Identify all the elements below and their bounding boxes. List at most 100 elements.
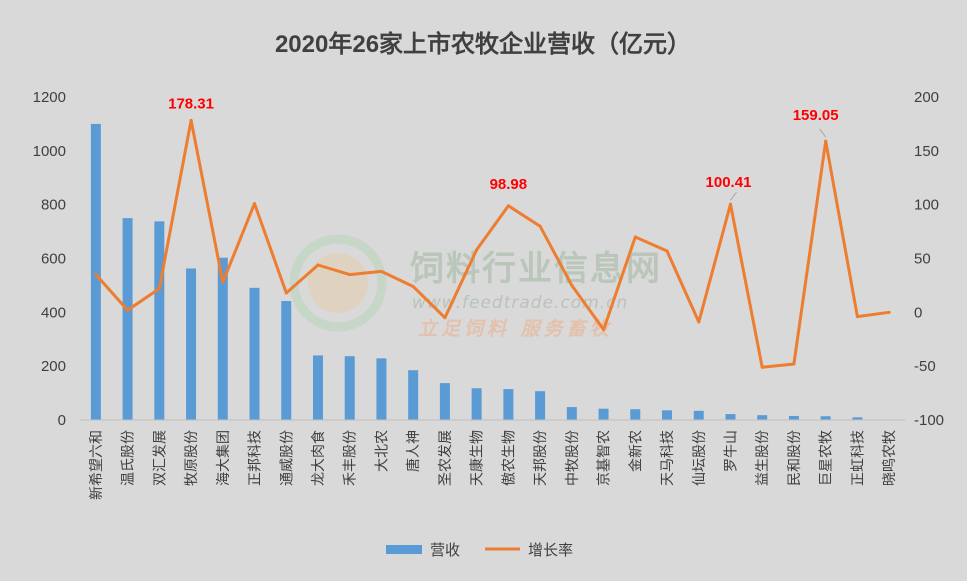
bar (344, 356, 355, 420)
bar (503, 389, 514, 420)
watermark-logo-center (308, 253, 368, 313)
bar (693, 410, 704, 420)
bar (725, 414, 736, 420)
bar (852, 417, 863, 420)
growth-point (126, 308, 130, 312)
bar (788, 415, 799, 420)
category-label: 仙坛股份 (692, 430, 708, 486)
category-label: 中牧股份 (565, 430, 581, 486)
growth-point (570, 283, 574, 287)
bar (757, 415, 768, 420)
bar (217, 257, 228, 420)
category-label: 唐人神 (405, 430, 422, 472)
growth-point (94, 273, 98, 277)
legend-label-revenue: 营收 (430, 541, 460, 559)
category-labels: 新希望六和 温氏股份 双汇发展 牧原股份 海大集团 正邦科技 通威股份 龙大肉食 禾丰股份 大北农… (89, 430, 898, 500)
category-label: 天康生物 (469, 430, 486, 486)
growth-point (538, 224, 542, 228)
watermark-logo-ring (289, 234, 387, 332)
category-label: 圣农发展 (438, 430, 454, 486)
left-axis-tick: 1000 (33, 143, 66, 160)
bar (535, 391, 546, 420)
right-axis-tick: 150 (914, 143, 939, 160)
category-label: 民和股份 (787, 430, 803, 486)
growth-point (157, 287, 161, 291)
annotations: 178.31 98.98 100.41 159.05 (168, 95, 839, 201)
growth-point (284, 291, 288, 295)
growth-point (475, 248, 479, 252)
category-label: 双汇发展 (152, 430, 168, 486)
right-axis-tick: 200 (914, 89, 939, 106)
growth-point (824, 139, 828, 143)
growth-point (348, 273, 352, 277)
line-series (94, 118, 891, 369)
bar (662, 410, 673, 420)
annotation-label: 159.05 (793, 107, 839, 124)
category-label: 正虹科技 (850, 430, 866, 486)
right-axis-tick: 50 (914, 251, 931, 268)
left-axis-tick: 600 (41, 251, 66, 268)
bar (312, 355, 323, 420)
bar (566, 407, 577, 420)
category-label: 罗牛山 (724, 430, 740, 472)
bar (90, 123, 101, 421)
category-label: 晓鸣农牧 (881, 430, 898, 486)
category-label: 大北农 (374, 430, 390, 472)
growth-point (221, 280, 225, 284)
watermark: 饲料行业信息网 www.feedtrade.com.cn 立足饲料 服务畜牧 (289, 234, 660, 340)
annotation-label: 98.98 (490, 176, 528, 193)
bar (408, 370, 419, 420)
growth-line (94, 118, 891, 369)
growth-point (189, 118, 193, 122)
bar (439, 383, 450, 420)
bar (630, 409, 641, 420)
annotation-label: 178.31 (168, 95, 214, 112)
legend-label-growth: 增长率 (528, 541, 573, 559)
category-label: 京基智农 (596, 430, 613, 486)
category-label: 正邦科技 (248, 430, 264, 486)
growth-point (253, 202, 257, 206)
bar (186, 268, 197, 420)
left-axis: 0 200 400 600 800 1000 1200 (33, 89, 66, 429)
left-axis-tick: 400 (41, 304, 66, 321)
bar (249, 287, 260, 420)
growth-point (443, 316, 447, 320)
bar (598, 408, 609, 420)
bar (122, 218, 133, 420)
growth-point (887, 310, 891, 314)
growth-point (316, 263, 320, 267)
growth-point (411, 284, 415, 288)
category-label: 金新农 (628, 430, 644, 472)
growth-point (728, 202, 732, 206)
growth-point (697, 320, 701, 324)
bar (281, 301, 292, 420)
bar (471, 388, 482, 420)
right-axis-tick: 100 (914, 197, 939, 214)
category-label: 禾丰股份 (343, 430, 359, 486)
category-label: 新希望六和 (89, 430, 105, 500)
category-label: 巨星农牧 (819, 430, 835, 486)
category-label: 傲农生物 (501, 430, 517, 486)
growth-point (506, 204, 510, 208)
left-axis-tick: 800 (41, 197, 66, 214)
left-axis-tick: 200 (41, 358, 66, 375)
left-axis-tick: 0 (58, 412, 66, 429)
bar (820, 416, 831, 420)
watermark-slogan: 立足饲料 服务畜牧 (418, 318, 613, 340)
right-axis-tick: -50 (914, 358, 936, 375)
category-label: 通威股份 (279, 430, 295, 486)
bar-series (90, 123, 863, 421)
category-label: 温氏股份 (121, 430, 137, 486)
watermark-url: www.feedtrade.com.cn (412, 293, 628, 313)
growth-point (633, 235, 637, 239)
category-label: 天马科技 (660, 430, 676, 486)
annotation-leader (819, 128, 827, 138)
growth-point (665, 249, 669, 253)
chart-title: 2020年26家上市农牧企业营收（亿元） (275, 30, 691, 58)
category-label: 龙大肉食 (310, 430, 327, 486)
right-axis: -100 -50 0 50 100 150 200 (914, 89, 944, 429)
right-axis-tick: 0 (914, 304, 922, 321)
growth-point (602, 328, 606, 332)
